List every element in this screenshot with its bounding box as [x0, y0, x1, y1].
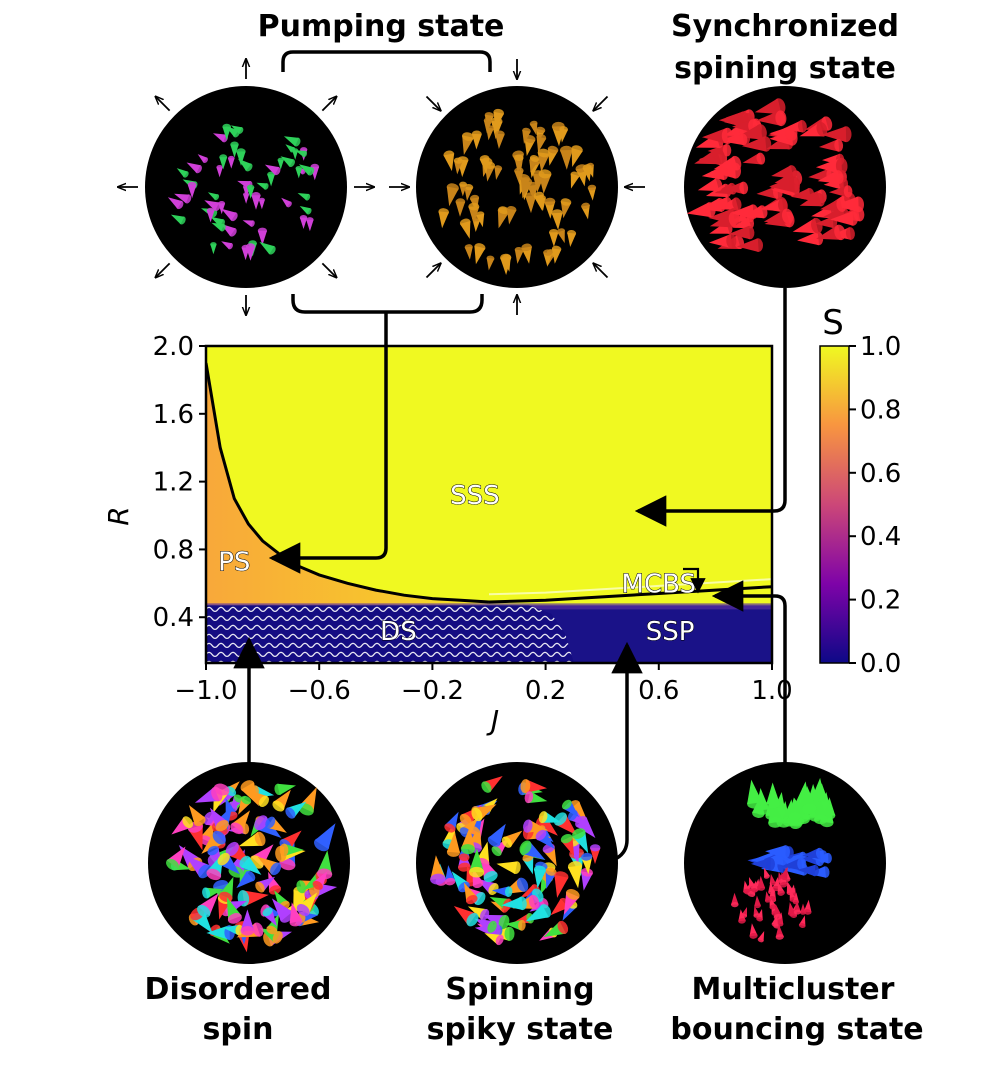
synchronized-arrow	[634, 288, 787, 527]
disordered-circle	[148, 762, 350, 964]
synchronized-state-title-line1: Synchronized	[671, 9, 899, 44]
x-tick-label: −0.6	[288, 676, 351, 706]
pumping-arrow	[268, 312, 388, 574]
ps-sss-boundary	[206, 362, 490, 604]
colorbar-gradient	[819, 345, 850, 664]
x-axis-label: J	[486, 704, 499, 737]
pumping-bracket-top	[281, 50, 492, 72]
colorbar-tick-label: 0.6	[860, 459, 901, 489]
region-label-mcbs: MCBS	[622, 569, 696, 599]
colorbar-ticks: 0.0 0.2 0.4 0.6 0.8 1.0	[849, 332, 901, 679]
y-axis-label: R	[102, 506, 135, 525]
mcbs-small-arrow	[683, 567, 706, 594]
colorbar-tick-label: 0.2	[860, 586, 901, 616]
pumping-outward-circle	[118, 59, 374, 315]
region-label-ssp: SSP	[646, 617, 695, 647]
synchronized-circle	[684, 86, 886, 288]
plot-frame	[204, 344, 774, 665]
region-label-ds: DS	[380, 617, 417, 647]
pumping-bracket-bottom	[291, 294, 484, 314]
pumping-inward-circle	[389, 59, 645, 315]
spiky-circle	[416, 762, 618, 964]
y-axis-ticks: 0.4 0.8 1.2 1.6 2.0	[153, 332, 206, 633]
outward-arrows-icon	[118, 59, 374, 315]
colorbar-tick-label: 0.0	[860, 649, 901, 679]
multicluster-arrow	[711, 580, 787, 775]
y-tick-label: 2.0	[153, 332, 194, 362]
synchronized-state-title-line2: spining state	[674, 51, 896, 86]
multicluster-title-line1: Multicluster	[692, 972, 895, 1007]
inward-arrows-icon	[389, 59, 645, 315]
spiky-title-line2: spiky state	[427, 1012, 614, 1047]
region-label-ps: PS	[218, 547, 250, 577]
ps-region	[206, 363, 489, 606]
multicluster-title-line2: bouncing state	[670, 1012, 923, 1047]
spiky-title-line1: Spinning	[445, 972, 594, 1007]
x-tick-label: 0.2	[525, 676, 566, 706]
spiky-arrow	[611, 641, 643, 860]
colorbar-tick-label: 0.8	[860, 395, 901, 425]
colorbar: S 0.0 0.2 0.4 0.6 0.8 1.0	[819, 303, 901, 679]
x-tick-label: 0.6	[638, 676, 679, 706]
region-labels: SSS PS MCBS DS SSP	[218, 481, 697, 648]
colorbar-tick-label: 1.0	[860, 332, 901, 362]
disordered-title-line2: spin	[203, 1012, 274, 1047]
heatmap-plot: −1.0 −0.6 −0.2 0.2 0.6 1.0 0.40.81.21.62.0 J …	[102, 332, 793, 737]
y-tick-label: 1.2	[153, 468, 194, 498]
colorbar-tick-label: 0.4	[860, 522, 901, 552]
x-tick-label: −0.2	[401, 676, 464, 706]
pumping-state-title: Pumping state	[258, 9, 505, 44]
y-tick-label: 1.6	[153, 400, 194, 430]
ds-wave-pattern	[206, 606, 574, 663]
multicluster-circle	[684, 762, 886, 964]
colorbar-label: S	[822, 303, 844, 343]
y-tick-label: 0.4	[153, 603, 194, 633]
region-label-sss: SSS	[450, 481, 500, 511]
x-tick-label: −1.0	[174, 676, 237, 706]
y-tick-label: 0.8	[153, 535, 194, 565]
x-axis-ticks: −1.0 −0.6 −0.2 0.2 0.6 1.0	[174, 663, 793, 706]
disordered-title-line1: Disordered	[145, 972, 332, 1007]
